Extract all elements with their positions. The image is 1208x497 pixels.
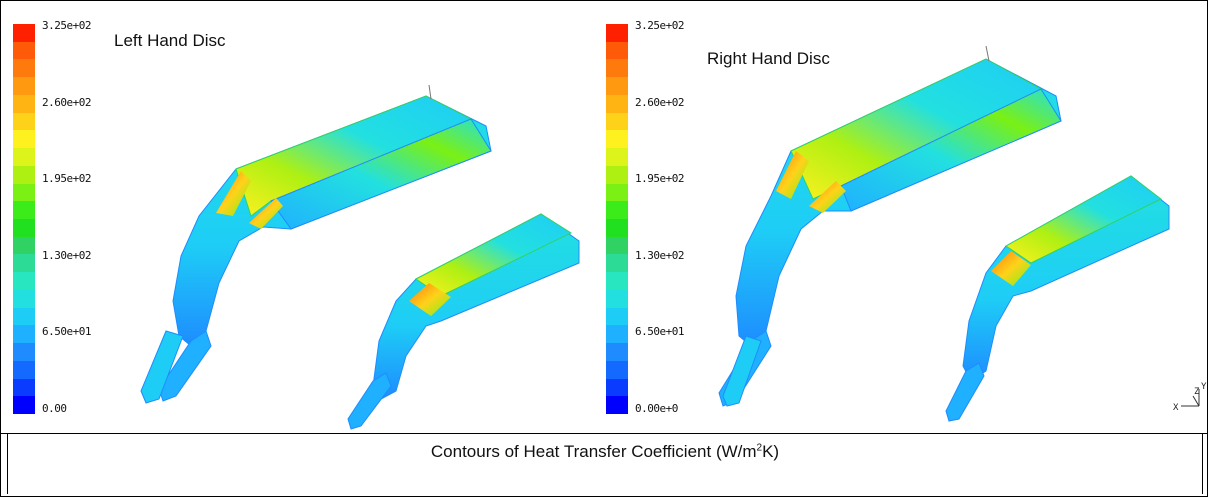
left-tick-label: 3.25e+02	[42, 19, 91, 32]
left-tick-label: 0.00	[42, 402, 67, 415]
colorbar-swatch	[606, 59, 628, 78]
colorbar-swatch	[606, 148, 628, 167]
colorbar-swatch	[606, 378, 628, 397]
colorbar-swatch	[13, 360, 35, 379]
colorbar-swatch	[13, 201, 35, 220]
right-tick-label: 3.25e+02	[635, 19, 684, 32]
colorbar-swatch	[13, 77, 35, 96]
colorbar-swatch	[13, 112, 35, 131]
colorbar-swatch	[13, 41, 35, 60]
plot-area: 3.25e+02 2.60e+02 1.95e+02 1.30e+02 6.50…	[1, 1, 1207, 434]
right-large-disc-shape	[718, 45, 1062, 407]
figure-caption: Contours of Heat Transfer Coefficient (W…	[8, 442, 1202, 462]
right-tick-label: 1.95e+02	[635, 172, 684, 185]
colorbar-swatch	[606, 236, 628, 255]
colorbar-swatch	[606, 360, 628, 379]
left-colorbar	[13, 24, 35, 415]
colorbar-swatch	[13, 148, 35, 167]
right-colorbar	[606, 24, 628, 415]
colorbar-swatch	[13, 343, 35, 362]
axis-y-label: Y	[1201, 382, 1207, 392]
right-tick-label: 0.00e+0	[635, 402, 678, 415]
colorbar-swatch	[606, 325, 628, 344]
axes-triad: X Z Y	[1173, 382, 1207, 413]
colorbar-swatch	[606, 201, 628, 220]
colorbar-swatch	[13, 219, 35, 237]
colorbar-swatch	[606, 130, 628, 149]
colorbar-swatch	[13, 396, 35, 415]
caption-superscript: 2	[756, 442, 763, 454]
contour-geometry: X Z Y	[140, 45, 1207, 430]
colorbar-swatch	[606, 94, 628, 113]
colorbar-swatch	[13, 24, 35, 42]
colorbar-swatch	[606, 41, 628, 60]
colorbar-swatch	[13, 183, 35, 202]
left-tick-label: 1.30e+02	[42, 249, 91, 262]
colorbar-swatch	[13, 165, 35, 184]
left-tick-label: 6.50e+01	[42, 325, 91, 338]
right-tick-label: 1.30e+02	[635, 249, 684, 262]
colorbar-swatch	[13, 289, 35, 308]
left-large-disc-shape	[140, 84, 492, 404]
colorbar-swatch	[606, 272, 628, 291]
colorbar-swatch	[606, 77, 628, 96]
colorbar-swatch	[13, 325, 35, 344]
colorbar-swatch	[13, 254, 35, 273]
colorbar-swatch	[606, 219, 628, 237]
caption-box: Contours of Heat Transfer Coefficient (W…	[7, 434, 1203, 494]
colorbar-swatch	[606, 289, 628, 308]
colorbar-swatch	[606, 343, 628, 362]
colorbar-swatch	[13, 94, 35, 113]
right-panel-title: Right Hand Disc	[707, 49, 830, 68]
axis-x-label: X	[1173, 403, 1179, 413]
caption-text: Contours of Heat Transfer Coefficient (W…	[430, 442, 757, 461]
colorbar-swatch	[606, 165, 628, 184]
right-tick-label: 6.50e+01	[635, 325, 684, 338]
right-tick-label: 2.60e+02	[635, 96, 684, 109]
colorbar-swatch	[13, 378, 35, 397]
colorbar-swatch	[13, 272, 35, 291]
colorbar-swatch	[13, 307, 35, 326]
colorbar-swatch	[606, 24, 628, 42]
left-small-disc-shape	[347, 213, 580, 430]
colorbar-swatch	[606, 396, 628, 415]
colorbar-swatch	[606, 183, 628, 202]
colorbar-swatch	[606, 254, 628, 273]
left-tick-label: 2.60e+02	[42, 96, 91, 109]
axis-z-label: Z	[1194, 387, 1200, 397]
colorbar-swatch	[13, 130, 35, 149]
caption-text-end: K)	[762, 442, 780, 461]
colorbar-swatch	[606, 112, 628, 131]
colorbar-swatch	[13, 59, 35, 78]
left-panel-title: Left Hand Disc	[114, 31, 226, 50]
colorbar-swatch	[606, 307, 628, 326]
colorbar-swatch	[13, 236, 35, 255]
left-tick-label: 1.95e+02	[42, 172, 91, 185]
right-small-disc-shape	[945, 175, 1170, 422]
